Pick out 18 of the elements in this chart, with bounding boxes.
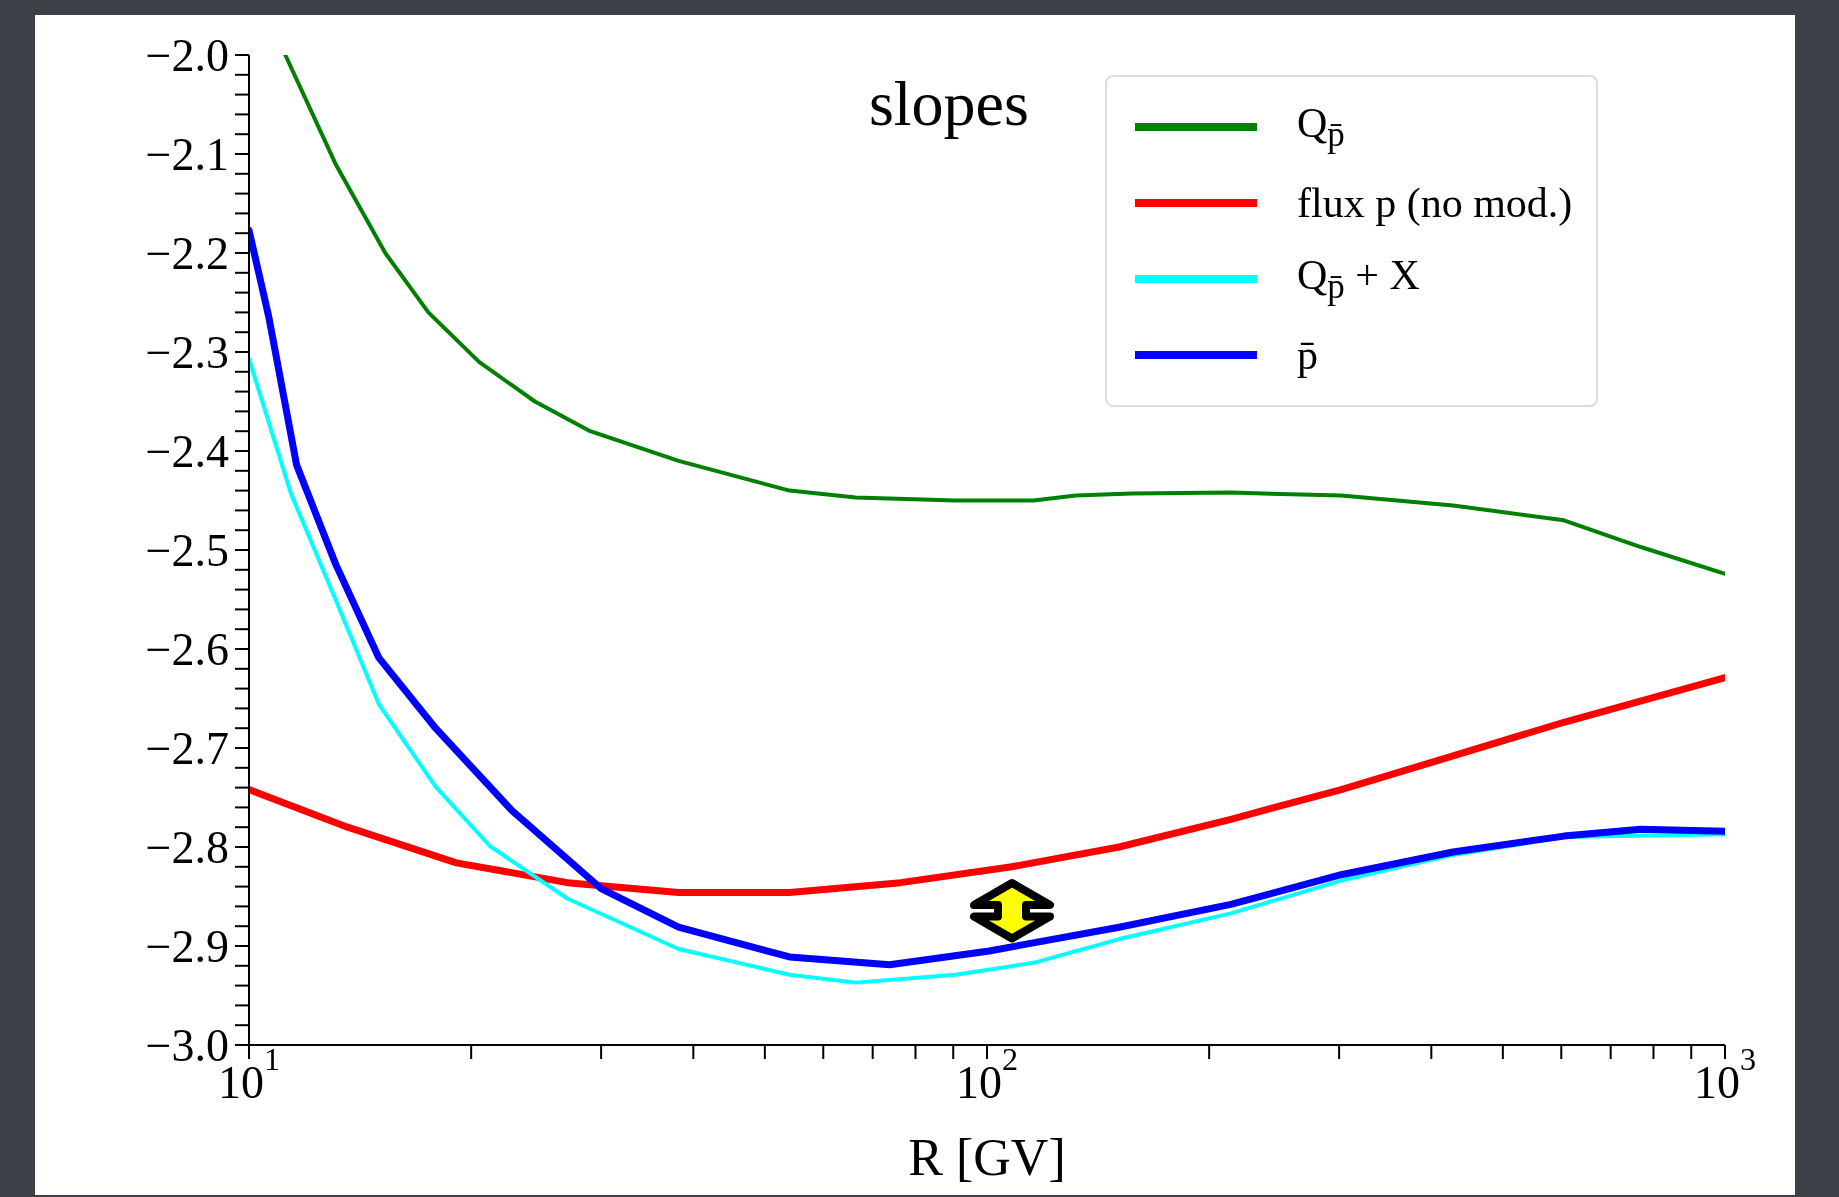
legend-label: flux p (no mod.): [1297, 179, 1573, 227]
x-tick-label: 10$^{2}$: [955, 1041, 1019, 1108]
chart-title: slopes: [868, 67, 1029, 141]
y-tick-label: −2.0: [145, 29, 229, 81]
y-tick-label: −2.8: [145, 821, 229, 873]
y-tick-label: −2.2: [145, 227, 229, 279]
y-tick-label: −2.6: [145, 623, 229, 675]
y-tick-label: −2.9: [145, 920, 229, 972]
legend-label: p̄: [1297, 331, 1318, 379]
y-tick-label: −2.5: [145, 524, 229, 576]
legend-label: Q$_{p̄}$ + X: [1297, 250, 1420, 308]
y-tick-label: −2.3: [145, 326, 229, 378]
y-tick-label: −2.7: [145, 722, 229, 774]
legend-label: Q$_{p̄}$: [1297, 98, 1345, 156]
y-tick-label: −2.4: [145, 425, 229, 477]
x-axis-title: R [GV]: [908, 1129, 1066, 1186]
x-tick-label: 10$^{3}$: [1693, 1041, 1757, 1108]
y-tick-label: −2.1: [145, 128, 229, 180]
